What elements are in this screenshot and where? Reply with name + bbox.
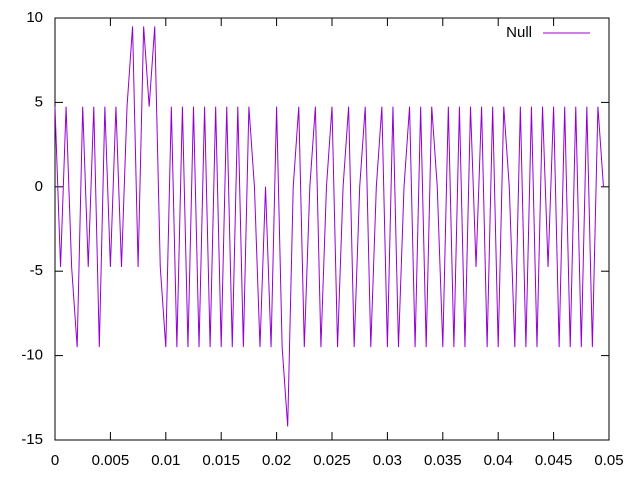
x-tick-label: 0 bbox=[51, 452, 59, 469]
x-tick-label: 0.05 bbox=[594, 452, 623, 469]
x-tick-label: 0.045 bbox=[535, 452, 573, 469]
x-tick-label: 0.03 bbox=[373, 452, 402, 469]
x-tick-label: 0.04 bbox=[484, 452, 513, 469]
x-tick-label: 0.01 bbox=[151, 452, 180, 469]
x-tick-label: 0.035 bbox=[424, 452, 462, 469]
x-tick-label: 0.025 bbox=[313, 452, 351, 469]
y-tick-label: -15 bbox=[21, 431, 43, 448]
data-line bbox=[54, 26, 604, 427]
y-tick-label: 5 bbox=[35, 93, 43, 110]
y-tick-label: 10 bbox=[26, 9, 43, 26]
y-tick-label: -5 bbox=[30, 262, 43, 279]
legend-label: Null bbox=[506, 24, 532, 41]
x-tick-label: 0.02 bbox=[262, 452, 291, 469]
x-tick-label: 0.015 bbox=[202, 452, 240, 469]
plot-border bbox=[54, 17, 610, 441]
y-tick-label: -10 bbox=[21, 347, 43, 364]
y-tick-label: 0 bbox=[35, 178, 43, 195]
x-tick-label: 0.005 bbox=[92, 452, 130, 469]
